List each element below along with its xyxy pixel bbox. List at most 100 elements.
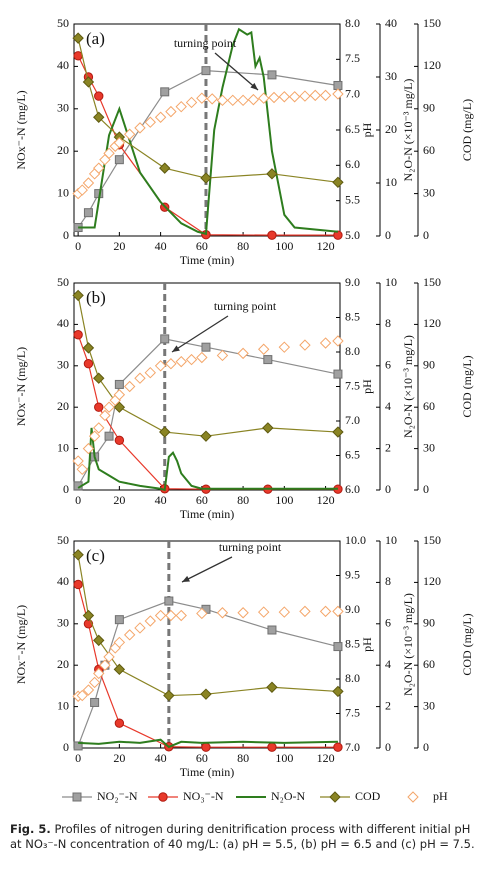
data-point (93, 634, 105, 647)
y-tick-label: 10 (57, 185, 69, 199)
x-tick-label: 120 (317, 751, 335, 765)
data-point (196, 351, 208, 364)
data-point (163, 689, 175, 702)
data-point (266, 681, 278, 693)
data-point (299, 605, 311, 618)
y-tick-label: 40 (57, 574, 69, 588)
data-point (299, 339, 311, 351)
y2-tick-label: 5.0 (345, 228, 360, 242)
data-point (257, 343, 270, 355)
data-point (332, 176, 344, 189)
legend-marker (72, 792, 82, 802)
x-tick-label: 120 (317, 493, 335, 507)
x-tick-label: 0 (75, 493, 81, 507)
data-point (94, 91, 104, 101)
data-point (123, 380, 136, 393)
x-tick-label: 120 (317, 239, 335, 253)
data-point (216, 607, 229, 619)
y-tick-label: 0 (63, 482, 69, 496)
y2-tick-label: 6.0 (345, 482, 360, 496)
x-tick-label: 20 (113, 493, 125, 507)
data-point (134, 622, 146, 634)
y2-tick-label: 7.0 (345, 740, 360, 754)
data-point (123, 629, 136, 641)
y2-axis-label: pH (360, 379, 374, 394)
y3-tick-label: 0 (385, 482, 391, 496)
y-tick-label: 20 (57, 143, 69, 157)
y3-tick-label: 10 (385, 533, 397, 547)
data-point (104, 431, 114, 441)
y-tick-label: 50 (57, 533, 69, 547)
data-point (278, 606, 291, 618)
y2-tick-label: 10.0 (345, 533, 366, 547)
data-point (114, 435, 125, 446)
data-point (268, 91, 280, 104)
plot-frame (73, 282, 341, 491)
y3-tick-label: 20 (385, 122, 397, 136)
y4-tick-label: 90 (423, 101, 435, 115)
x-tick-label: 20 (113, 239, 125, 253)
data-point (88, 676, 101, 689)
data-point (154, 360, 167, 372)
data-point (319, 337, 332, 349)
data-point (73, 741, 83, 751)
x-tick-label: 40 (155, 751, 167, 765)
data-point (113, 137, 126, 149)
y3-tick-label: 8 (385, 316, 391, 330)
data-point (332, 685, 344, 698)
y3-tick-label: 2 (385, 698, 391, 712)
y-tick-label: 40 (57, 58, 69, 72)
y2-tick-label: 7.0 (345, 86, 360, 100)
data-point (216, 94, 229, 107)
data-point (113, 401, 126, 413)
data-point (99, 409, 111, 422)
series-line (77, 295, 338, 437)
y4-tick-label: 120 (423, 574, 441, 588)
y2-tick-label: 7.5 (345, 378, 360, 392)
series-line (77, 338, 339, 487)
data-point (144, 116, 157, 128)
caption: Fig. 5. Profiles of nitrogen during deni… (10, 822, 478, 852)
data-point (185, 353, 198, 366)
data-point (93, 162, 105, 174)
data-point (82, 342, 95, 354)
y-tick-label: 40 (57, 316, 69, 330)
annotation-arrow (171, 315, 229, 353)
y-tick-label: 0 (63, 228, 69, 242)
data-point (72, 549, 84, 561)
annotation: turning point (174, 36, 237, 50)
data-point (262, 422, 274, 434)
x-axis-label: Time (min) (180, 507, 235, 521)
y4-axis-label: COD (mg/L) (460, 613, 474, 675)
y4-axis-label: COD (mg/L) (460, 355, 474, 417)
y4-tick-label: 60 (423, 143, 435, 157)
y3-tick-label: 8 (385, 574, 391, 588)
y-tick-label: 10 (57, 698, 69, 712)
y2-tick-label: 6.5 (345, 447, 360, 461)
x-tick-label: 100 (275, 751, 293, 765)
series-line (77, 584, 338, 748)
data-point (332, 605, 344, 618)
data-point (72, 289, 84, 302)
data-point (114, 379, 124, 389)
data-point (299, 90, 311, 102)
y4-axis-label: COD (mg/L) (460, 99, 474, 161)
y2-tick-label: 9.0 (345, 602, 360, 616)
y2-tick-label: 8.0 (345, 671, 360, 685)
x-tick-label: 80 (237, 493, 249, 507)
data-point (201, 66, 211, 76)
data-point (278, 91, 291, 103)
data-point (134, 372, 146, 384)
y-axis-label: NOx⁻-N (mg/L) (14, 90, 28, 169)
series-line (77, 37, 339, 183)
y3-axis-label: N₂O-N (×10⁻³ mg/L) (401, 593, 415, 696)
y3-tick-label: 40 (385, 16, 397, 30)
y3-axis-label: N₂O-N (×10⁻³ mg/L) (401, 335, 415, 438)
data-point (73, 330, 83, 340)
series-line (78, 738, 338, 749)
legend-marker (158, 792, 168, 802)
panel-label: (b) (86, 288, 106, 307)
data-point (93, 111, 105, 123)
y2-tick-label: 8.5 (345, 636, 360, 650)
legend-label: NO₂⁻-N (97, 789, 138, 803)
